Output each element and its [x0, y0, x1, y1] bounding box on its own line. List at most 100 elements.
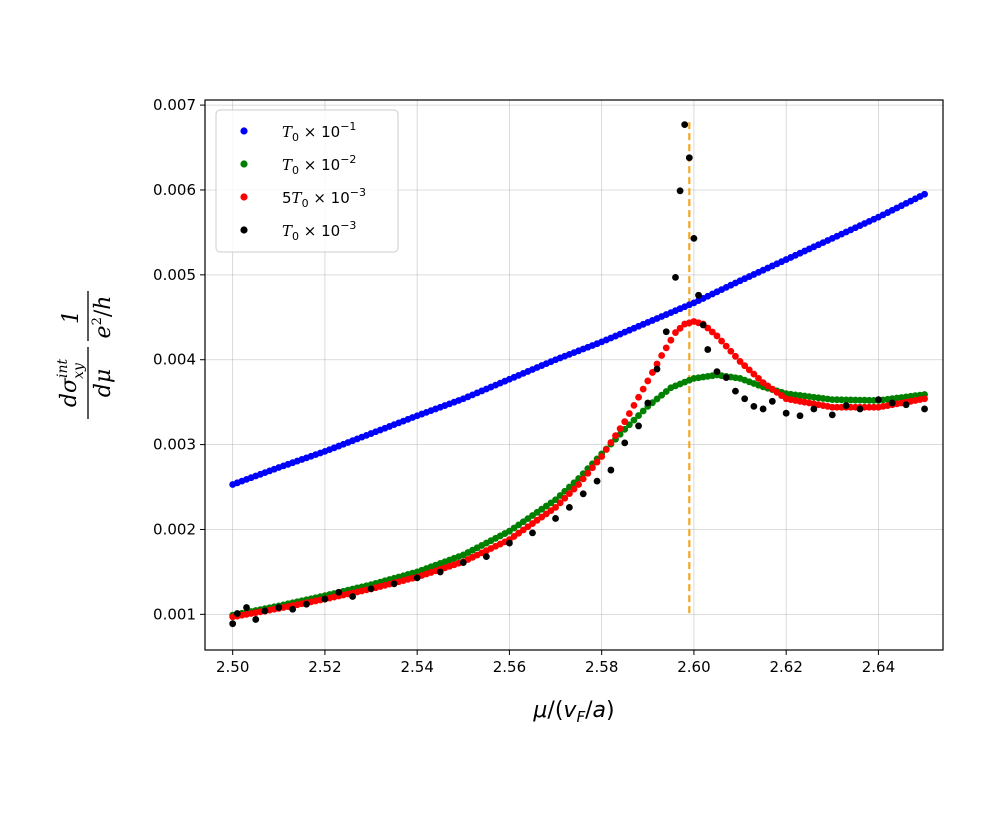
y-tick-label: 0.003: [153, 436, 196, 454]
data-point: [593, 477, 601, 485]
legend-box: [215, 109, 399, 253]
data-point: [681, 121, 689, 129]
data-point: [552, 515, 559, 522]
data-point: [630, 401, 638, 409]
data-point: [727, 347, 735, 355]
data-point: [561, 494, 569, 502]
data-point: [736, 358, 744, 365]
data-point: [713, 368, 721, 376]
data-point: [745, 366, 753, 374]
data-point: [229, 620, 237, 628]
series-3: [229, 121, 928, 628]
data-point: [436, 568, 444, 576]
data-point: [565, 490, 573, 498]
data-point: [653, 365, 661, 373]
data-point: [579, 475, 587, 483]
data-point: [750, 370, 758, 378]
data-point: [828, 411, 836, 419]
data-point: [722, 374, 730, 381]
data-point: [672, 329, 679, 336]
legend-marker: [240, 160, 248, 168]
data-point: [621, 439, 629, 447]
data-point: [635, 422, 642, 430]
data-point: [718, 337, 725, 345]
data-point: [607, 466, 615, 474]
legend-label: T0 × 10−3: [282, 219, 356, 243]
y-axis-title: dσintxy dμ 1 e2/h: [55, 291, 116, 419]
data-point: [289, 605, 297, 613]
data-point: [732, 387, 739, 395]
data-point: [921, 190, 928, 198]
data-point: [261, 607, 269, 615]
series-layer: [229, 121, 928, 628]
data-point: [662, 388, 670, 395]
data-point: [741, 395, 749, 403]
x-tick-label: 2.62: [769, 658, 802, 676]
data-point: [635, 412, 642, 419]
y-title-e2h: e2/h: [90, 296, 116, 339]
data-point: [658, 391, 666, 399]
data-point: [243, 604, 250, 611]
x-axis-title: μ/(vF/a): [532, 698, 614, 726]
plot-frame: [204, 99, 944, 651]
data-point: [639, 407, 647, 415]
data-point: [644, 399, 652, 407]
data-point: [796, 412, 804, 420]
data-point: [653, 395, 661, 403]
data-point: [589, 464, 596, 472]
data-point: [810, 405, 818, 413]
data-point: [565, 504, 573, 511]
y-title-one: 1: [59, 310, 84, 324]
data-point: [413, 574, 421, 582]
y-axis: 0.001 0.002 0.003 0.004 0.005 0.006 0.007: [153, 96, 205, 623]
y-tick-label: 0.007: [153, 96, 196, 114]
data-point: [482, 553, 490, 561]
data-point: [704, 346, 712, 353]
series-0: [229, 190, 928, 488]
data-point: [732, 352, 739, 360]
legend-marker: [240, 127, 248, 135]
data-point: [639, 385, 647, 393]
data-point: [367, 585, 375, 593]
data-point: [506, 539, 513, 547]
x-tick-label: 2.64: [862, 658, 895, 676]
data-point: [856, 405, 864, 413]
data-point: [593, 458, 601, 466]
data-point: [658, 352, 666, 359]
data-point: [921, 405, 928, 413]
data-point: [741, 362, 749, 370]
data-point: [233, 610, 241, 617]
data-point: [390, 580, 398, 588]
data-point: [782, 409, 790, 417]
data-point: [321, 595, 329, 603]
data-point: [556, 499, 564, 507]
data-point: [552, 504, 559, 511]
data-point: [875, 396, 882, 404]
x-tick-label: 2.50: [216, 658, 249, 676]
legend-marker: [240, 193, 248, 201]
data-point: [275, 604, 283, 611]
x-tick-label: 2.56: [493, 658, 526, 676]
data-point: [630, 416, 638, 424]
data-point: [625, 410, 633, 417]
data-point: [842, 402, 850, 409]
x-tick-label: 2.60: [677, 658, 710, 676]
data-point: [598, 453, 606, 460]
data-point: [662, 344, 670, 352]
legend-label: 5T0 × 10−3: [282, 186, 366, 210]
data-point: [616, 425, 624, 433]
data-point: [759, 405, 767, 413]
x-axis: 2.50 2.52 2.54 2.56 2.58 2.60 2.62 2.64: [216, 650, 895, 676]
data-point: [921, 395, 928, 403]
data-point: [667, 336, 675, 344]
y-title-numerator: dσintxy: [55, 359, 87, 408]
data-point: [708, 328, 716, 336]
data-point: [713, 332, 721, 340]
data-point: [607, 439, 615, 446]
legend-label: T0 × 10−2: [282, 153, 356, 177]
data-point: [635, 393, 642, 401]
data-point: [349, 593, 356, 600]
data-point: [676, 324, 684, 332]
data-point: [570, 485, 578, 493]
